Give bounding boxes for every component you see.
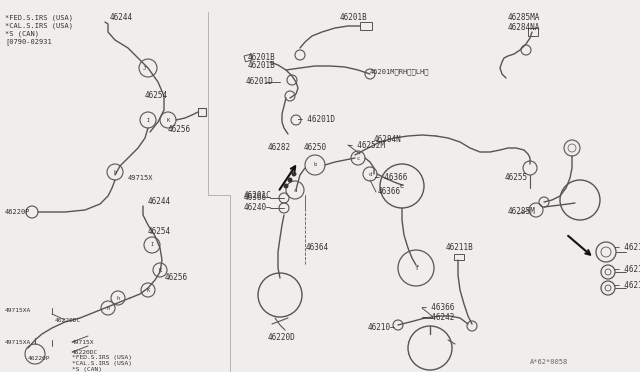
Text: 46256: 46256 <box>168 125 191 135</box>
Circle shape <box>284 183 289 189</box>
Circle shape <box>291 171 296 176</box>
Text: 46220P: 46220P <box>28 356 50 360</box>
Text: 46256: 46256 <box>165 273 188 282</box>
Text: 46220DC: 46220DC <box>72 350 99 355</box>
Text: — 46211C: — 46211C <box>615 244 640 253</box>
Text: d: d <box>369 171 372 176</box>
Text: *CAL.S.IRS (USA): *CAL.S.IRS (USA) <box>72 362 132 366</box>
Text: f: f <box>414 265 418 271</box>
Text: [0790-02931: [0790-02931 <box>5 39 52 45</box>
Text: K: K <box>158 267 162 273</box>
Text: 46220D: 46220D <box>268 334 296 343</box>
Text: — 46242: — 46242 <box>422 314 454 323</box>
Text: 46201B: 46201B <box>340 13 368 22</box>
Text: b: b <box>314 163 317 167</box>
Text: 46220DC: 46220DC <box>55 317 81 323</box>
Text: 46240—: 46240— <box>244 203 272 212</box>
Text: 46244: 46244 <box>110 13 133 22</box>
Text: h: h <box>113 170 116 174</box>
Text: 46285MA: 46285MA <box>508 13 540 22</box>
Text: 46244: 46244 <box>148 198 171 206</box>
Text: 46210—: 46210— <box>367 324 395 333</box>
Text: 46250: 46250 <box>304 144 327 153</box>
Text: 46211B: 46211B <box>446 244 474 253</box>
Bar <box>244 54 252 62</box>
Text: 46201C: 46201C <box>244 192 272 201</box>
Text: *FED.S.IRS (USA): *FED.S.IRS (USA) <box>72 356 132 360</box>
Bar <box>360 22 372 30</box>
Text: a: a <box>293 187 296 192</box>
Text: — 46366: — 46366 <box>422 304 454 312</box>
Text: 46284N: 46284N <box>374 135 402 144</box>
Text: 46201M〈RH〉〈LH〉: 46201M〈RH〉〈LH〉 <box>370 69 429 75</box>
Text: c: c <box>356 155 360 160</box>
Text: *CAL.S.IRS (USA): *CAL.S.IRS (USA) <box>5 23 73 29</box>
Text: *FED.S.IRS (USA): *FED.S.IRS (USA) <box>5 15 73 21</box>
Text: I: I <box>150 243 154 247</box>
Text: 49715XA: 49715XA <box>5 340 31 344</box>
Text: 46366: 46366 <box>378 187 401 196</box>
Text: — 46252M: — 46252M <box>348 141 385 150</box>
Text: — 46201D: — 46201D <box>298 115 335 125</box>
Text: — 46211D: — 46211D <box>615 266 640 275</box>
Text: I: I <box>147 118 150 122</box>
Text: — 46366: — 46366 <box>375 173 408 183</box>
Text: 49715X: 49715X <box>128 175 154 181</box>
Text: 46364: 46364 <box>306 244 329 253</box>
Text: 46201B: 46201B <box>248 61 276 71</box>
Text: 46366—: 46366— <box>244 193 272 202</box>
Text: 46284NA: 46284NA <box>508 22 540 32</box>
Bar <box>454 254 464 260</box>
Circle shape <box>287 177 292 183</box>
Text: *S (CAN): *S (CAN) <box>72 368 102 372</box>
Text: 46282: 46282 <box>268 144 291 153</box>
Text: 46255: 46255 <box>505 173 528 183</box>
Text: *S (CAN): *S (CAN) <box>5 31 39 37</box>
Text: 46220P: 46220P <box>5 209 31 215</box>
Text: 49715X: 49715X <box>72 340 95 344</box>
Text: 46201B: 46201B <box>248 54 276 62</box>
Text: h: h <box>116 295 120 301</box>
Text: n: n <box>106 305 109 311</box>
Text: 49715XA: 49715XA <box>5 308 31 312</box>
Text: A*62*0058: A*62*0058 <box>530 359 568 365</box>
Text: J: J <box>142 65 146 71</box>
Text: 46285M: 46285M <box>508 208 536 217</box>
Text: K: K <box>166 118 170 122</box>
Bar <box>198 108 206 116</box>
Text: 46254: 46254 <box>145 90 168 99</box>
Text: K: K <box>147 288 150 292</box>
Bar <box>528 28 538 36</box>
Text: e: e <box>400 183 404 189</box>
Text: 46254: 46254 <box>148 228 171 237</box>
Text: 46201D: 46201D <box>246 77 274 87</box>
Text: — 46211D: — 46211D <box>615 282 640 291</box>
